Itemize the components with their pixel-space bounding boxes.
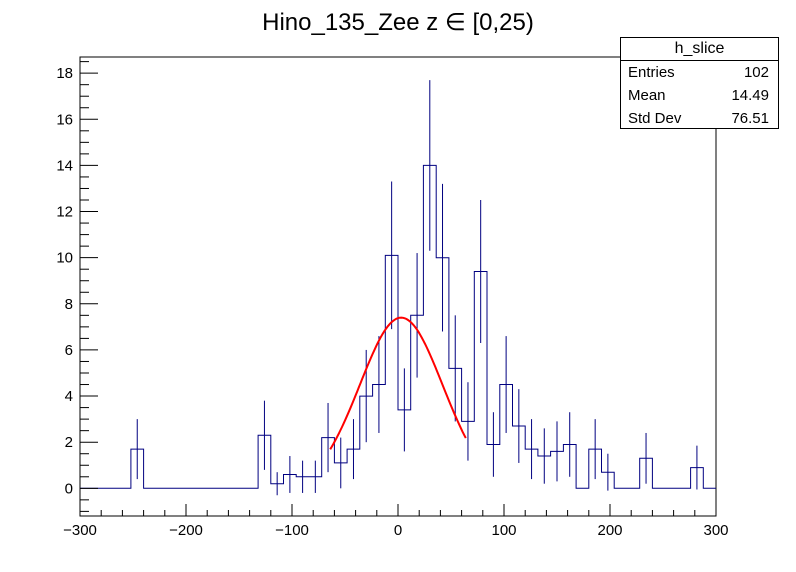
chart-title: Hino_135_Zee z ∈ [0,25) <box>262 9 534 36</box>
x-tick-label: −300 <box>63 522 97 539</box>
stats-entries-label: Entries <box>628 64 675 81</box>
y-tick-label: 6 <box>65 342 73 359</box>
stats-mean-label: Mean <box>628 87 666 104</box>
fit-layer <box>329 316 467 450</box>
histogram-outline <box>80 164 716 489</box>
y-tick-label: 16 <box>56 111 73 128</box>
y-tick-label: 0 <box>65 480 73 497</box>
stats-box: h_slice Entries 102 Mean 14.49 Std Dev 7… <box>620 37 779 129</box>
y-tick-label: 14 <box>56 157 73 174</box>
histogram-layer <box>80 80 716 496</box>
gaussian-fit-curve <box>329 316 467 450</box>
x-tick-label: 0 <box>394 522 402 539</box>
y-tick-label: 10 <box>56 250 73 267</box>
stats-entries-value: 102 <box>743 64 769 81</box>
stats-box-title: h_slice <box>621 38 778 61</box>
stats-row-mean: Mean 14.49 <box>621 84 778 107</box>
axes-layer: −300 −200 −100 0 100 200 300 0 2 4 6 8 10 12 14 16 18 <box>56 61 729 539</box>
y-tick-label: 18 <box>56 65 73 82</box>
y-tick-label: 8 <box>65 296 73 313</box>
x-tick-label: −100 <box>275 522 309 539</box>
y-tick-label: 4 <box>65 388 73 405</box>
x-tick-label: 200 <box>597 522 622 539</box>
x-tick-label: 300 <box>703 522 728 539</box>
stats-mean-value: 14.49 <box>731 87 769 104</box>
x-tick-label: −200 <box>169 522 203 539</box>
stats-std-value: 76.51 <box>731 110 769 127</box>
stats-std-label: Std Dev <box>628 110 682 127</box>
x-tick-label: 100 <box>491 522 516 539</box>
y-tick-label: 12 <box>56 204 73 221</box>
stats-row-std: Std Dev 76.51 <box>621 107 778 130</box>
stats-row-entries: Entries 102 <box>621 61 778 84</box>
y-tick-label: 2 <box>65 434 73 451</box>
